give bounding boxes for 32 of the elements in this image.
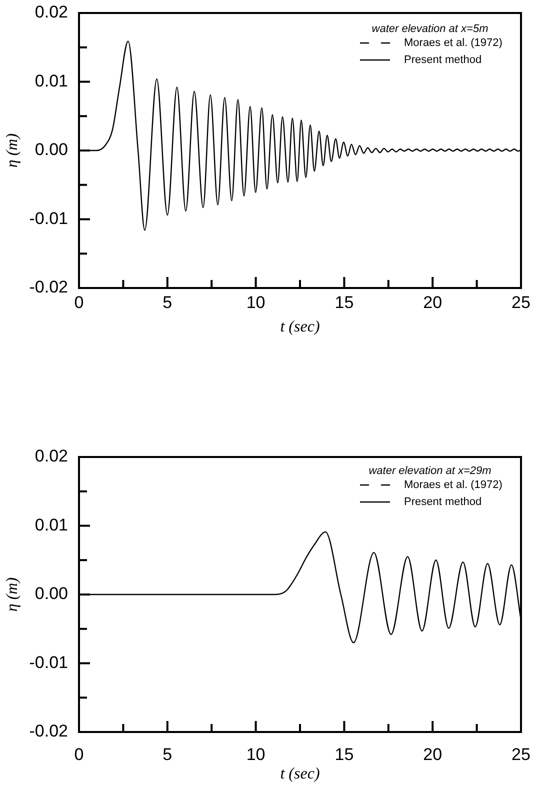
x-tick-label: 20 [423,292,442,312]
x-axis-title: t (sec) [280,766,320,783]
y-tick-label: -0.02 [29,722,68,741]
y-tick-label: 0.00 [34,584,68,604]
y-tick-label: 0.02 [34,446,68,466]
y-tick-label: 0.00 [34,140,68,160]
y-axis-title: η (m) [4,577,21,612]
y-tick-label: 0.01 [34,515,68,534]
x-tick-label: 15 [334,744,354,764]
legend-label: Moraes et al. (1972) [404,37,502,50]
x-axis-title: t (sec) [280,318,320,336]
legend-label: Present method [404,54,482,66]
x-tick-label: 0 [74,744,84,764]
x-tick-label: 15 [334,292,354,312]
legend-label: Present method [404,496,482,508]
y-tick-label: -0.01 [29,208,68,228]
x-tick-label: 10 [246,744,266,764]
x-tick-label: 10 [246,292,266,312]
legend-title: water elevation at x=5m [372,23,488,36]
x-tick-label: 0 [74,292,84,312]
x-tick-label: 20 [423,744,442,764]
y-axis-title: η (m) [4,133,21,168]
y-tick-label: 0.01 [34,71,68,90]
legend-title: water elevation at x=29m [368,465,492,478]
y-tick-label: 0.02 [34,2,68,22]
y-tick-label: -0.02 [29,278,68,297]
x-tick-label: 5 [162,292,172,312]
y-tick-label: -0.01 [29,652,68,672]
x-tick-label: 5 [162,744,172,764]
legend-label: Moraes et al. (1972) [404,479,502,492]
x-tick-label: 25 [512,744,530,764]
x-tick-label: 25 [512,292,530,312]
